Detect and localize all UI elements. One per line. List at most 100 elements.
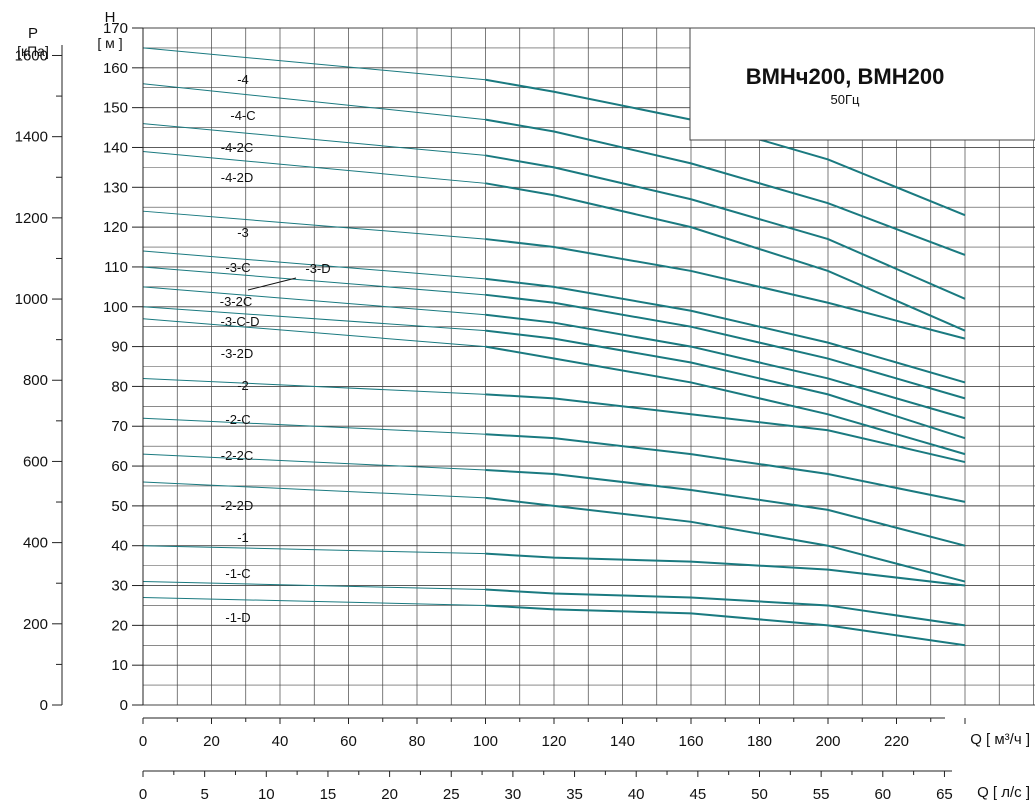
curve-3-2D (485, 345, 966, 456)
x-axis-tick-label: 20 (203, 733, 220, 750)
p-axis-tick-label: 1200 (15, 210, 48, 227)
x-axis-tick-label: 80 (409, 733, 426, 750)
p-axis-tick-label: 1600 (15, 47, 48, 64)
curve-segment (142, 453, 486, 471)
curve-4-2C (485, 154, 966, 300)
x2-axis-tick-label: 0 (139, 786, 147, 803)
curve-label: -4 (237, 72, 249, 87)
p-axis-tick-label: 600 (23, 453, 48, 470)
curve-3-2C (485, 313, 966, 420)
x2-axis-tick-label: 25 (443, 786, 460, 803)
curve-label: -4-C (230, 108, 255, 123)
h-axis-tick-label: 70 (111, 418, 128, 435)
h-axis-tick-label: 130 (103, 179, 128, 196)
x2-axis-tick-label: 50 (751, 786, 768, 803)
p-axis-tick-label: 400 (23, 535, 48, 552)
curve-2-C (485, 433, 966, 503)
p-axis-tick-label: 0 (40, 697, 48, 714)
h-axis-tick-label: 80 (111, 378, 128, 395)
p-axis-tick-label: 1000 (15, 291, 48, 308)
p-axis-tick-label: 800 (23, 372, 48, 389)
curve-2-2C (485, 469, 966, 547)
h-axis-tick-label: 150 (103, 100, 128, 117)
x2-axis-tick-label: 20 (381, 786, 398, 803)
x2-axis-tick-label: 40 (628, 786, 645, 803)
x2-axis-unit-label: Q [ л/с ] (977, 784, 1030, 801)
curve-label: -3-C (225, 260, 250, 275)
h-axis-tick-label: 10 (111, 657, 128, 674)
p-axis-tick-label: 1400 (15, 129, 48, 146)
curve-label: -1-D (225, 610, 250, 625)
curve-label: -2 (237, 378, 249, 393)
curve-2-2D (485, 496, 966, 583)
curve-4-2D (485, 182, 966, 332)
curve-label: -3-2C (220, 294, 253, 309)
h-axis-tick-label: 40 (111, 538, 128, 555)
curve-4-C (485, 118, 966, 256)
x2-axis-tick-label: 60 (874, 786, 891, 803)
curve-segment (142, 417, 486, 435)
curve-label: -4-2C (221, 140, 254, 155)
x-axis-tick-label: 100 (473, 733, 498, 750)
axes: 0102030405060708090100110120130140150160… (15, 20, 966, 803)
x-axis-unit-label: Q [ м³/ч ] (970, 731, 1030, 748)
chart-title: ВМНч200, ВМН200 (746, 64, 945, 89)
curve-3-C-D (485, 329, 966, 440)
curve-label: -3-D (305, 261, 330, 276)
x2-axis-tick-label: 30 (505, 786, 522, 803)
x-axis-tick-label: 0 (139, 733, 147, 750)
curve-segment (142, 377, 486, 395)
h-axis-tick-label: 0 (120, 697, 128, 714)
curve-segment (142, 123, 486, 156)
curve-segment (142, 47, 486, 81)
curve-segment (142, 596, 486, 606)
curve-segment (142, 581, 486, 591)
curve-segment (142, 250, 486, 280)
h-axis-tick-label: 60 (111, 458, 128, 475)
curve-segment (142, 306, 486, 332)
x-axis-tick-label: 180 (747, 733, 772, 750)
x2-axis-tick-label: 55 (813, 786, 830, 803)
curve-label: -1-C (225, 566, 250, 581)
curve-1-D (485, 604, 966, 647)
curve-label: -3-2D (221, 346, 254, 361)
curve-label: -3 (237, 225, 249, 240)
curve-segment (142, 150, 486, 184)
curve-segment (142, 286, 486, 316)
curve-label: -4-2D (221, 170, 254, 185)
h-axis-tick-label: 90 (111, 339, 128, 356)
curve-3-D (485, 277, 966, 384)
chart-subtitle: 50Гц (831, 92, 860, 107)
h-axis-tick-label: 50 (111, 498, 128, 515)
x-axis-tick-label: 220 (884, 733, 909, 750)
h-axis-tick-label: 20 (111, 617, 128, 634)
curve-1-C (485, 588, 966, 627)
curve-segment (142, 266, 486, 296)
h-axis-tick-label: 140 (103, 139, 128, 156)
h-axis-tick-label: 30 (111, 578, 128, 595)
title-box (689, 27, 1035, 141)
h-axis-tick-label: 120 (103, 219, 128, 236)
x2-axis-tick-label: 45 (690, 786, 707, 803)
h-axis-tick-label: 160 (103, 60, 128, 77)
h-axis-tick-label: 100 (103, 299, 128, 316)
curve-1 (485, 552, 966, 587)
x-axis-tick-label: 200 (815, 733, 840, 750)
h-axis-tick-label: 170 (103, 20, 128, 37)
h-axis-unit: [ м ] (97, 35, 122, 51)
x-axis-tick-label: 160 (678, 733, 703, 750)
curve-segment (142, 481, 486, 499)
x-axis-tick-label: 120 (541, 733, 566, 750)
p-axis-symbol: P (28, 25, 38, 42)
h-axis-symbol: H (105, 9, 116, 26)
x2-axis-tick-label: 65 (936, 786, 953, 803)
p-axis-tick-label: 200 (23, 616, 48, 633)
x2-axis-tick-label: 10 (258, 786, 275, 803)
curve-label: -2-C (225, 412, 250, 427)
x-axis-tick-label: 60 (340, 733, 357, 750)
x2-axis-tick-label: 35 (566, 786, 583, 803)
x-axis-tick-label: 140 (610, 733, 635, 750)
grid (142, 27, 1035, 706)
curve-segment (142, 83, 486, 121)
